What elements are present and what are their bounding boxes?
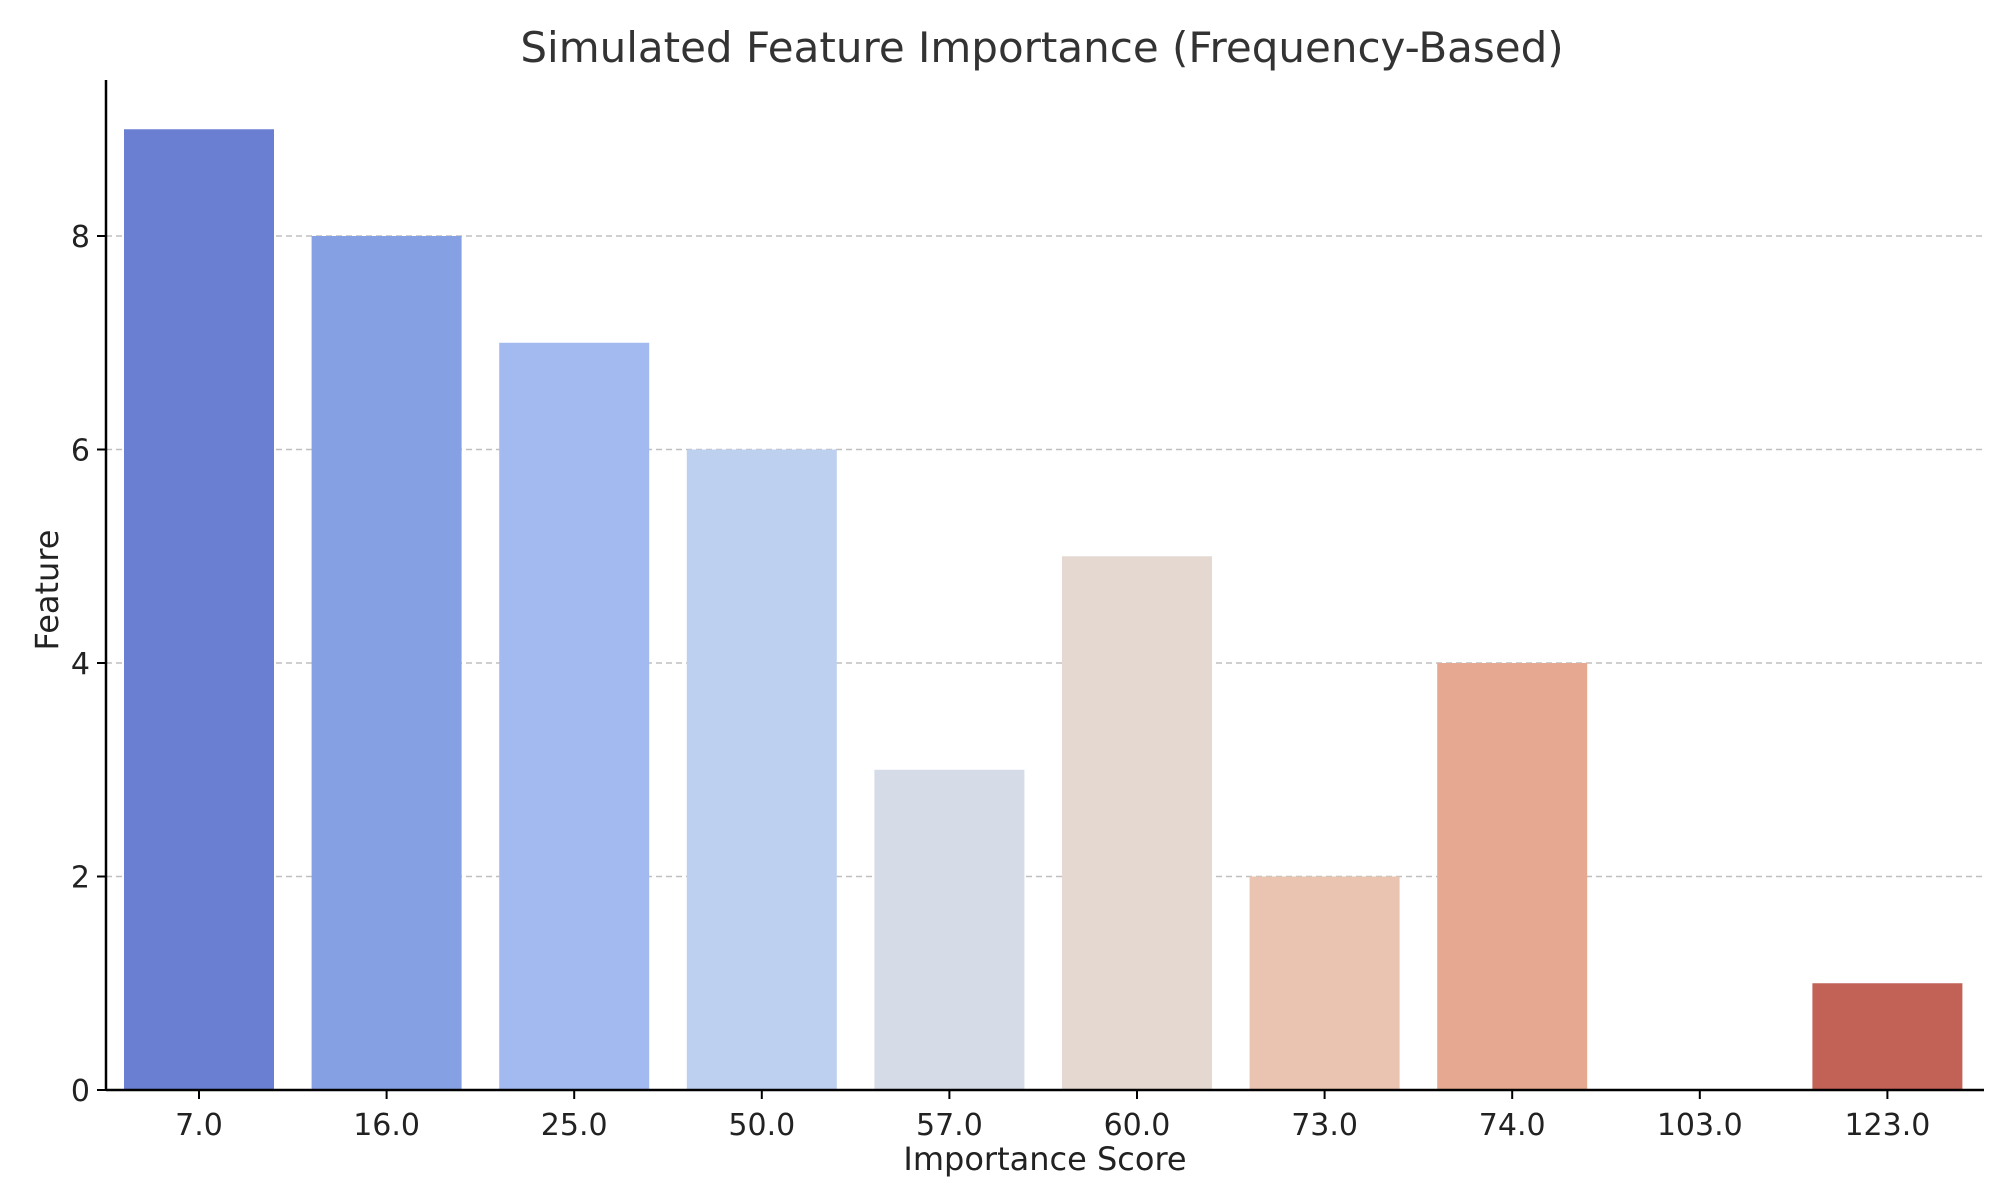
x-tick-label: 57.0 — [916, 1108, 983, 1143]
x-tick-label: 74.0 — [1479, 1108, 1546, 1143]
x-tick-label: 25.0 — [541, 1108, 608, 1143]
y-tick-label: 4 — [71, 647, 90, 682]
bar — [311, 236, 462, 1090]
x-ticks: 7.0 16.0 25.0 50.0 57.0 60.0 73.0 74.0 103.0 123.… — [175, 1090, 1930, 1143]
y-tick-label: 2 — [71, 861, 90, 896]
bar — [1437, 663, 1588, 1090]
x-tick-label: 7.0 — [175, 1108, 223, 1143]
bar — [499, 342, 650, 1090]
x-axis-label: Importance Score — [903, 1140, 1186, 1178]
axes — [104, 80, 1984, 1092]
x-tick-label: 103.0 — [1657, 1108, 1743, 1143]
bar — [1812, 983, 1963, 1090]
x-tick-label: 73.0 — [1291, 1108, 1358, 1143]
bars — [124, 129, 1963, 1090]
y-ticks: 0 2 4 6 8 — [71, 220, 106, 1109]
x-tick-label: 123.0 — [1844, 1108, 1930, 1143]
y-axis-label: Feature — [28, 530, 66, 651]
y-tick-label: 6 — [71, 434, 90, 469]
chart-title: Simulated Feature Importance (Frequency-… — [520, 23, 1563, 72]
x-tick-label: 16.0 — [353, 1108, 420, 1143]
bar — [1062, 556, 1212, 1090]
x-tick-label: 50.0 — [728, 1108, 795, 1143]
bar — [124, 129, 274, 1090]
bar — [686, 449, 837, 1090]
bar — [1249, 876, 1400, 1090]
y-tick-label: 8 — [71, 220, 90, 255]
x-tick-label: 60.0 — [1104, 1108, 1171, 1143]
y-tick-label: 0 — [71, 1074, 90, 1109]
bar — [874, 769, 1025, 1090]
